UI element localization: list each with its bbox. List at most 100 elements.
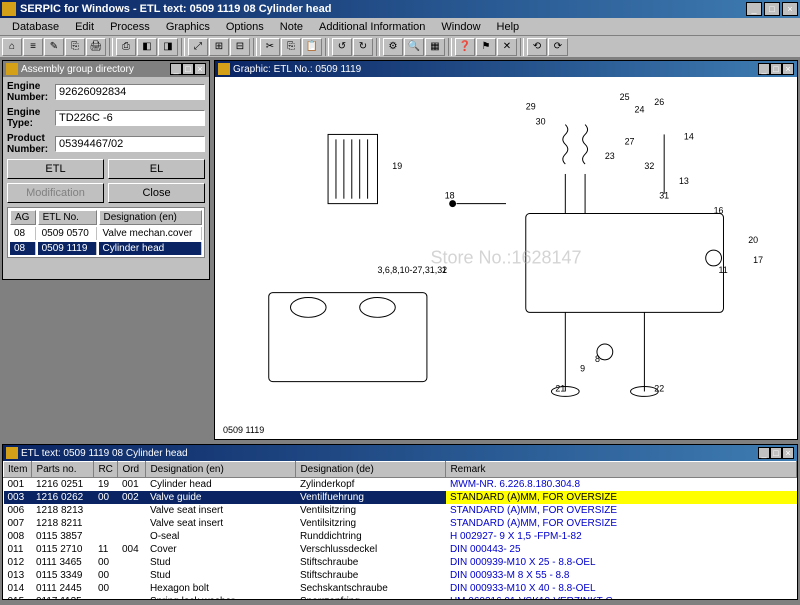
minimize-button[interactable]: _ <box>746 2 762 16</box>
panel-close-button[interactable]: × <box>782 63 794 75</box>
toolbar-button[interactable]: 📋 <box>302 38 322 56</box>
graphic-titlebar: Graphic: ETL No.: 0509 1119 _ □ × <box>215 61 797 77</box>
table-row[interactable]: 0061218 8213Valve seat insertVentilsitzr… <box>4 504 797 517</box>
toolbar-button[interactable]: ⚙ <box>383 38 403 56</box>
toolbar-button[interactable]: ⟲ <box>527 38 547 56</box>
callout-label: 18 <box>445 191 455 201</box>
callout-label: 24 <box>635 105 645 115</box>
menu-additional-information[interactable]: Additional Information <box>311 19 433 35</box>
workspace: Assembly group directory _ □ × Engine Nu… <box>0 58 800 605</box>
parts-scroll[interactable]: ItemParts no.RCOrdDesignation (en)Design… <box>3 461 797 599</box>
toolbar-button[interactable]: ✎ <box>44 38 64 56</box>
close-panel-button[interactable]: Close <box>108 183 205 203</box>
toolbar-button[interactable]: ⎙ <box>116 38 136 56</box>
callout-label: 22 <box>654 383 664 393</box>
engine-type-input[interactable] <box>55 110 205 126</box>
table-row[interactable]: 0120111 346500StudStiftschraubeDIN 00093… <box>4 556 797 569</box>
engine-number-input[interactable] <box>55 84 205 100</box>
toolbar-button[interactable]: ◧ <box>137 38 157 56</box>
toolbar-button[interactable]: ⌂ <box>2 38 22 56</box>
menu-edit[interactable]: Edit <box>67 19 102 35</box>
table-row[interactable]: 0071218 8211Valve seat insertVentilsitzr… <box>4 517 797 530</box>
col-header[interactable]: Item <box>4 462 32 478</box>
toolbar-button[interactable]: ⊞ <box>209 38 229 56</box>
diagram-caption: 0509 1119 <box>223 425 264 435</box>
parts-titlebar: ETL text: 0509 1119 08 Cylinder head _ □… <box>3 445 797 461</box>
toolbar-button[interactable]: ✕ <box>497 38 517 56</box>
panel-icon <box>6 63 18 75</box>
toolbar-button[interactable]: ↻ <box>353 38 373 56</box>
toolbar-button[interactable]: ▦ <box>425 38 445 56</box>
toolbar-button[interactable]: ↺ <box>332 38 352 56</box>
toolbar-button[interactable]: 🖨 <box>86 38 106 56</box>
toolbar-button[interactable]: ⟳ <box>548 38 568 56</box>
panel-min-button[interactable]: _ <box>170 63 182 75</box>
toolbar-button[interactable]: ✂ <box>260 38 280 56</box>
callout-label: 14 <box>684 131 694 141</box>
close-button[interactable]: × <box>782 2 798 16</box>
el-button[interactable]: EL <box>108 159 205 179</box>
engine-type-label: Engine Type: <box>7 107 55 129</box>
maximize-button[interactable]: □ <box>764 2 780 16</box>
panel-max-button[interactable]: □ <box>182 63 194 75</box>
menu-graphics[interactable]: Graphics <box>158 19 218 35</box>
panel-max-button[interactable]: □ <box>770 63 782 75</box>
table-row[interactable]: 0150117 1135Spring lock washerSperrzapfr… <box>4 595 797 599</box>
callout-label: 31 <box>659 191 669 201</box>
toolbar-button[interactable]: ⤢ <box>188 38 208 56</box>
col-header[interactable]: Remark <box>446 462 797 478</box>
toolbar-button[interactable]: ⚑ <box>476 38 496 56</box>
panel-max-button[interactable]: □ <box>770 447 782 459</box>
toolbar-button[interactable]: ❓ <box>455 38 475 56</box>
col-header[interactable]: Ord <box>118 462 146 478</box>
menu-process[interactable]: Process <box>102 19 158 35</box>
callout-label: 21 <box>555 383 565 393</box>
panel-close-button[interactable]: × <box>782 447 794 459</box>
table-row[interactable]: 0110115 271011004CoverVerschlussdeckelDI… <box>4 543 797 556</box>
col-header[interactable]: AG <box>10 210 36 225</box>
toolbar-button[interactable]: ⎘ <box>65 38 85 56</box>
callout-label: 23 <box>605 151 615 161</box>
callout-label: 17 <box>753 255 763 265</box>
assembly-titlebar: Assembly group directory _ □ × <box>3 61 209 77</box>
toolbar-button[interactable]: ◨ <box>158 38 178 56</box>
toolbar-button[interactable]: ⊟ <box>230 38 250 56</box>
menu-options[interactable]: Options <box>218 19 272 35</box>
panel-close-button[interactable]: × <box>194 63 206 75</box>
etl-button[interactable]: ETL <box>7 159 104 179</box>
toolbar-button[interactable]: ⎘ <box>281 38 301 56</box>
modification-button[interactable]: Modification <box>7 183 104 203</box>
toolbar-button[interactable]: 🔍 <box>404 38 424 56</box>
col-header[interactable]: ETL No. <box>38 210 97 225</box>
menu-help[interactable]: Help <box>489 19 528 35</box>
engine-number-label: Engine Number: <box>7 81 55 103</box>
menu-window[interactable]: Window <box>433 19 488 35</box>
table-row[interactable]: 0130115 334900StudStiftschraubeDIN 00093… <box>4 569 797 582</box>
callout-label: 25 <box>620 92 630 102</box>
parts-panel: ETL text: 0509 1119 08 Cylinder head _ □… <box>2 444 798 600</box>
product-number-input[interactable] <box>55 136 205 152</box>
panel-min-button[interactable]: _ <box>758 447 770 459</box>
menu-note[interactable]: Note <box>272 19 311 35</box>
table-row[interactable]: 0011216 025119001Cylinder headZylinderko… <box>4 478 797 492</box>
col-header[interactable]: RC <box>94 462 118 478</box>
callout-label: 32 <box>644 161 654 171</box>
callout-label: 29 <box>526 102 536 112</box>
panel-min-button[interactable]: _ <box>758 63 770 75</box>
table-row[interactable]: 0080115 3857O-sealRunddichtringH 002927-… <box>4 530 797 543</box>
callout-label: 19 <box>392 161 402 171</box>
col-header[interactable]: Designation (de) <box>296 462 446 478</box>
col-header[interactable]: Designation (en) <box>99 210 203 225</box>
menu-database[interactable]: Database <box>4 19 67 35</box>
assembly-row[interactable]: 080509 1119Cylinder head <box>10 242 202 255</box>
callout-label: 27 <box>625 136 635 146</box>
graphic-body[interactable]: 1929301813,6,8,10-27,31,3225242614272332… <box>215 77 797 439</box>
col-header[interactable]: Designation (en) <box>146 462 296 478</box>
table-row[interactable]: 0140111 244500Hexagon boltSechskantschra… <box>4 582 797 595</box>
toolbar-button[interactable]: ≡ <box>23 38 43 56</box>
col-header[interactable]: Parts no. <box>32 462 94 478</box>
assembly-row[interactable]: 080509 0570Valve mechan.cover <box>10 227 202 240</box>
assembly-body: Engine Number: Engine Type: Product Numb… <box>3 77 209 262</box>
table-row[interactable]: 0031216 026200002Valve guideVentilfuehru… <box>4 491 797 504</box>
callout-label: 11 <box>719 265 728 275</box>
